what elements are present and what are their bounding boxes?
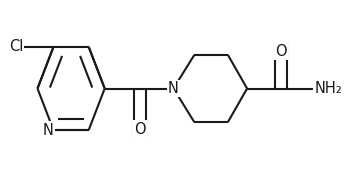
Text: N: N	[168, 81, 179, 96]
Text: O: O	[275, 44, 286, 59]
Text: NH₂: NH₂	[314, 81, 342, 96]
Text: N: N	[42, 123, 54, 138]
Text: O: O	[134, 121, 146, 136]
Text: Cl: Cl	[9, 39, 23, 54]
